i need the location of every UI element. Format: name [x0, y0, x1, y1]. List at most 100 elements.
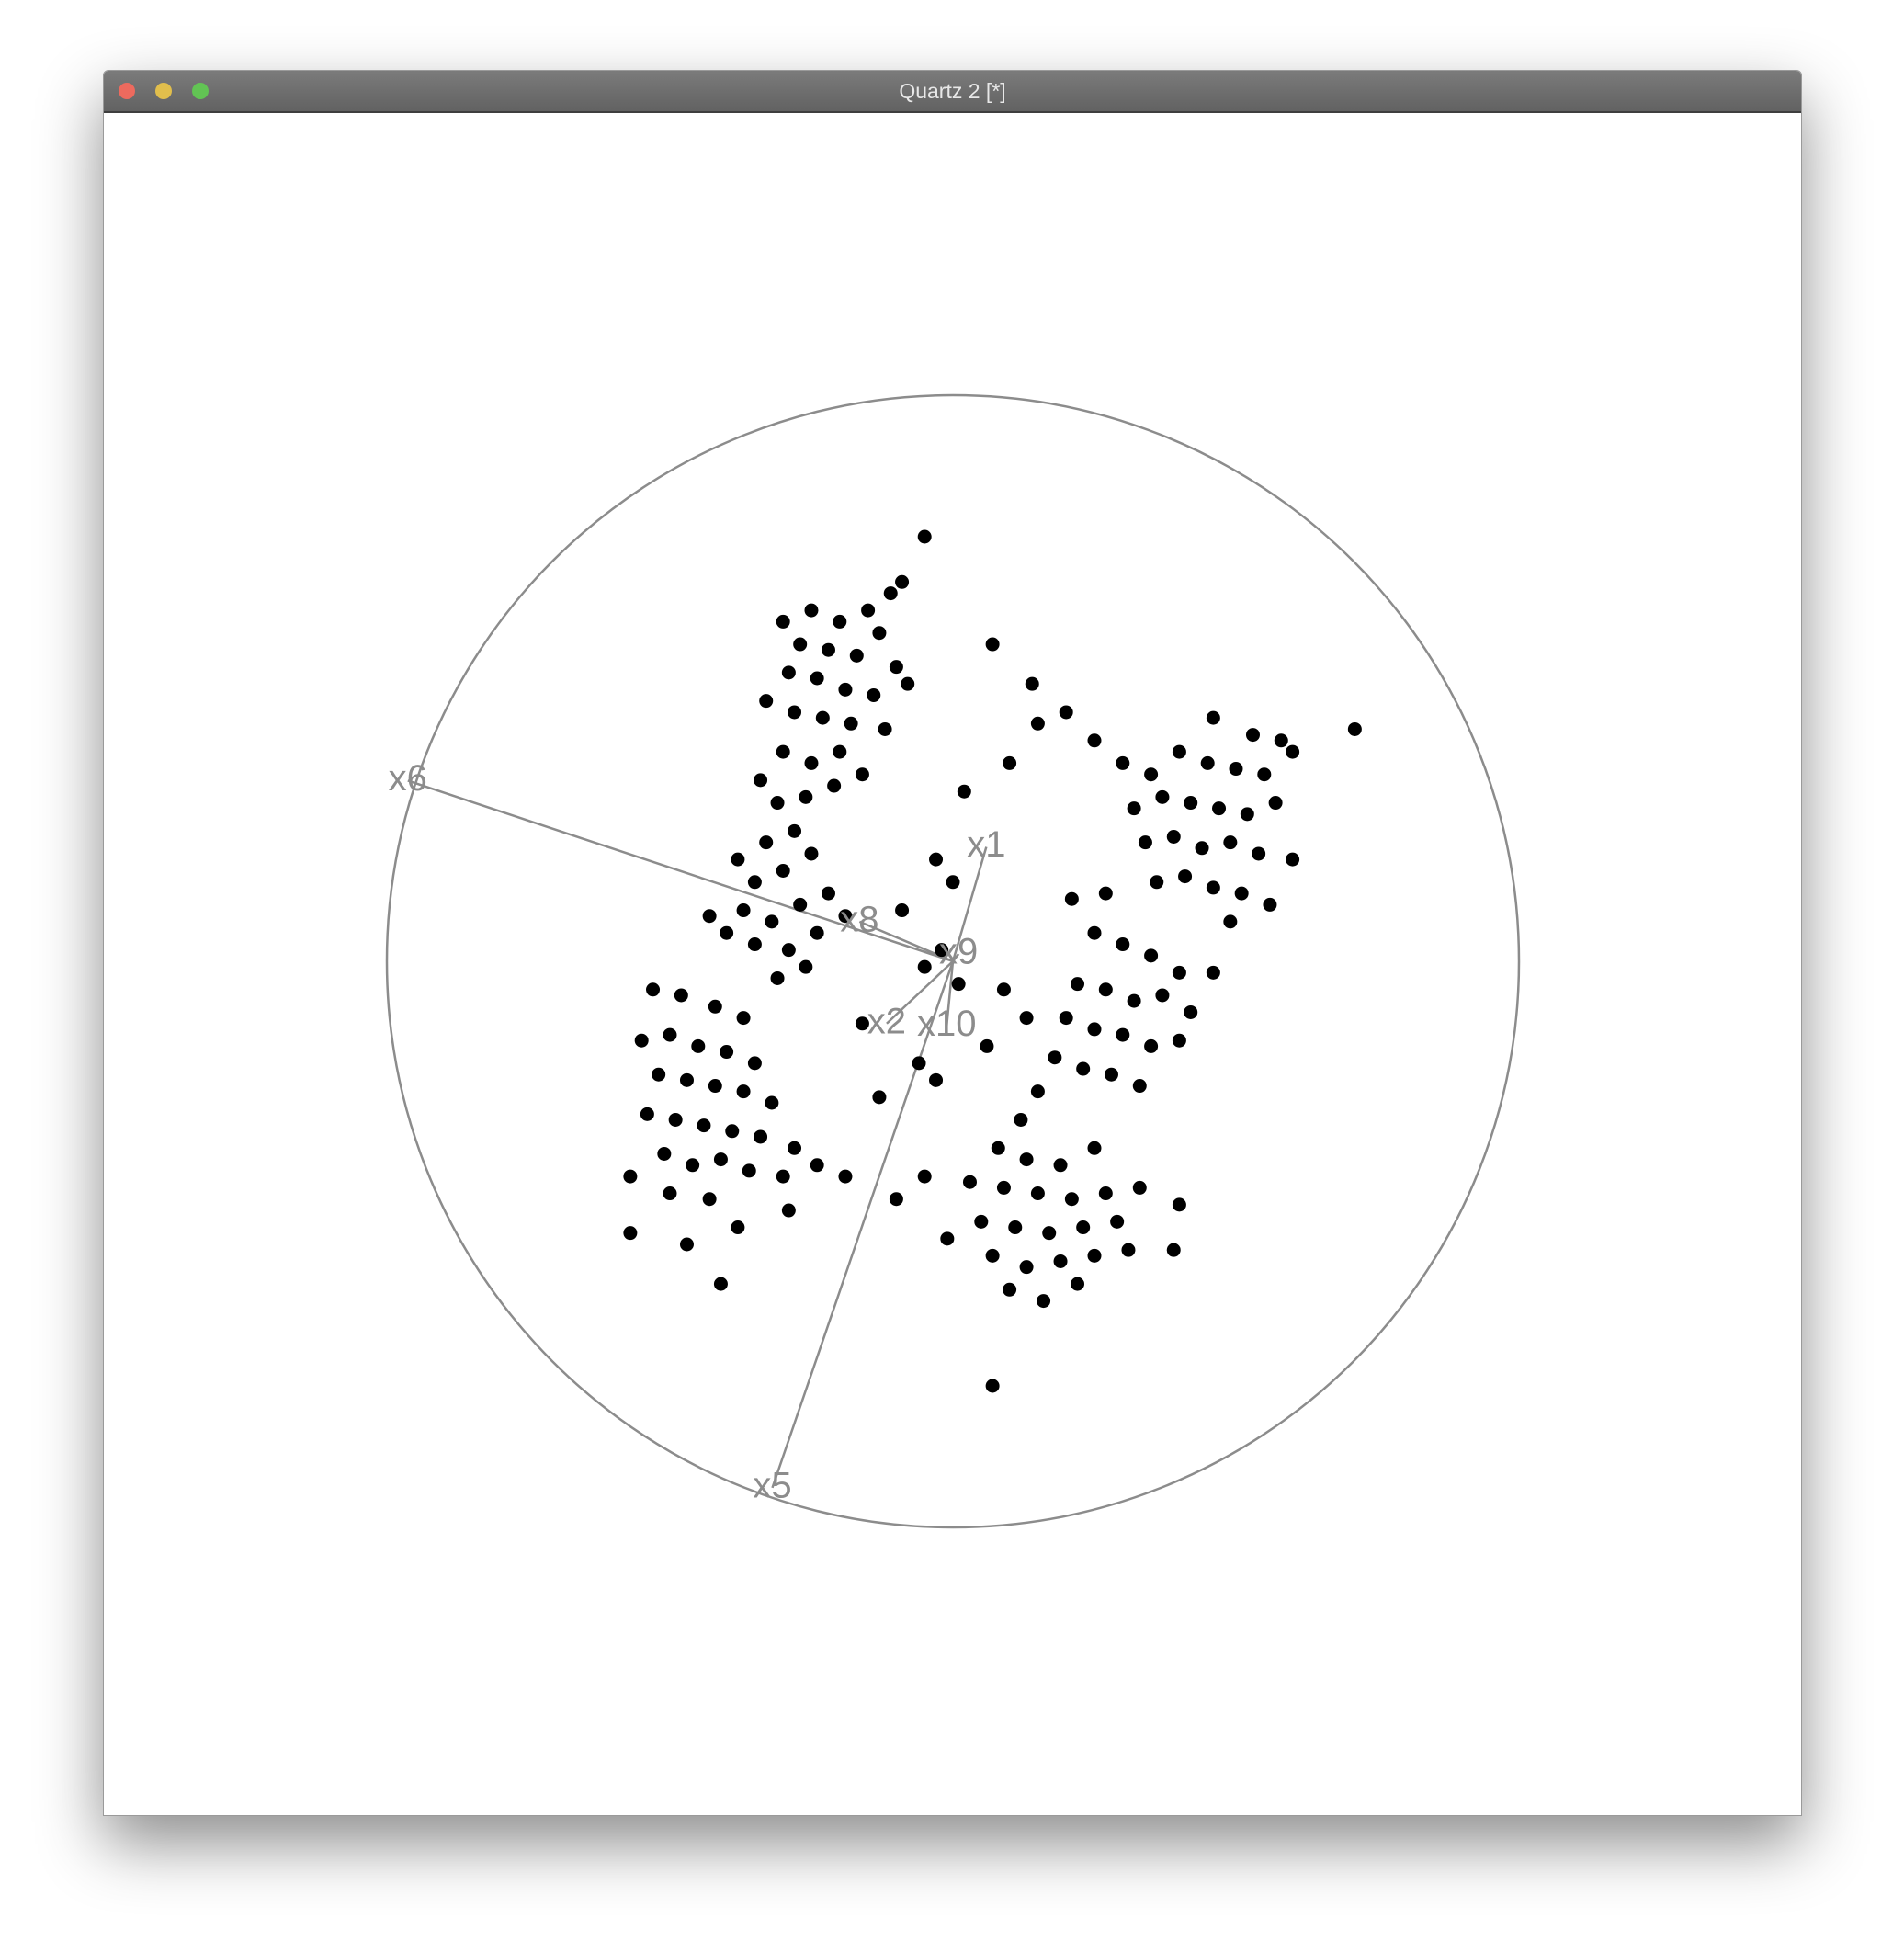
point — [861, 603, 876, 618]
point — [962, 1175, 977, 1189]
point — [1019, 1152, 1034, 1167]
point — [1037, 1294, 1051, 1309]
point — [917, 959, 932, 974]
point — [708, 1079, 722, 1094]
point — [702, 1192, 717, 1207]
point — [736, 1084, 751, 1099]
point — [765, 914, 779, 929]
axis-label: x6 — [389, 758, 427, 799]
point — [713, 1152, 728, 1167]
point — [1003, 755, 1017, 770]
point — [1150, 875, 1164, 890]
point — [946, 875, 960, 890]
point — [1116, 937, 1130, 952]
point — [1030, 1186, 1045, 1201]
axis-vector — [952, 953, 960, 962]
point — [623, 1169, 638, 1184]
point — [872, 1090, 887, 1105]
point — [663, 1186, 677, 1201]
point — [1166, 829, 1181, 844]
point — [623, 1226, 638, 1241]
point — [747, 1056, 762, 1071]
point — [985, 1248, 1000, 1263]
point — [742, 1163, 756, 1178]
point — [1042, 1226, 1057, 1241]
point — [804, 603, 819, 618]
point — [736, 1011, 751, 1026]
point — [833, 744, 847, 759]
point — [1076, 1061, 1091, 1076]
point — [1098, 982, 1113, 997]
point — [929, 852, 944, 867]
point — [1223, 835, 1238, 850]
point — [1019, 1260, 1034, 1275]
point — [1144, 948, 1159, 963]
point — [1245, 728, 1260, 743]
point — [657, 1146, 672, 1161]
point — [1229, 762, 1243, 777]
point — [702, 909, 717, 924]
point — [1048, 1050, 1062, 1065]
point — [1087, 1141, 1102, 1155]
point — [985, 1379, 1000, 1393]
point — [1223, 914, 1238, 929]
point — [788, 1141, 802, 1155]
point — [1127, 993, 1141, 1008]
point — [855, 767, 869, 782]
point — [895, 903, 910, 918]
point — [776, 614, 790, 629]
axis-label: x1 — [967, 824, 1005, 865]
point — [821, 642, 835, 657]
axis-label: x8 — [840, 899, 878, 939]
point — [781, 1203, 796, 1218]
point — [838, 909, 853, 924]
point — [838, 1169, 853, 1184]
point — [1087, 1022, 1102, 1037]
zoom-button[interactable] — [192, 83, 209, 99]
chart: x6 x5 x1 x8 x9 x2 x10 — [385, 393, 1521, 1529]
point — [980, 1038, 994, 1053]
point — [1240, 807, 1254, 822]
point — [849, 648, 864, 663]
axis-label: x2 — [867, 1001, 906, 1041]
point — [855, 1016, 869, 1031]
point — [1019, 1011, 1034, 1026]
window-title: Quartz 2 [*] — [899, 79, 1006, 103]
point — [776, 863, 790, 878]
point — [810, 925, 824, 940]
close-button[interactable] — [119, 83, 135, 99]
point — [731, 852, 745, 867]
point — [1144, 1038, 1159, 1053]
point — [1098, 886, 1113, 901]
point — [1212, 801, 1227, 816]
point — [821, 886, 835, 901]
point — [1286, 744, 1300, 759]
minimize-button[interactable] — [155, 83, 172, 99]
point — [1206, 710, 1220, 725]
title-bar: Quartz 2 [*] — [104, 71, 1801, 113]
axis-vector — [407, 779, 954, 963]
point — [878, 721, 892, 736]
point — [1064, 891, 1079, 906]
point — [889, 1192, 903, 1207]
point — [1014, 1112, 1028, 1127]
point — [725, 1124, 740, 1139]
point — [1127, 801, 1141, 816]
point — [996, 982, 1011, 997]
point — [788, 705, 802, 720]
point — [781, 665, 796, 680]
point — [674, 988, 688, 1003]
point — [634, 1033, 649, 1048]
point — [940, 1231, 955, 1246]
point — [957, 784, 971, 799]
point — [765, 1095, 779, 1110]
point — [872, 626, 887, 641]
point — [1087, 1248, 1102, 1263]
point — [1206, 880, 1220, 895]
point — [974, 1214, 989, 1229]
point — [1064, 1192, 1079, 1207]
point — [1172, 744, 1186, 759]
point — [679, 1072, 694, 1087]
point — [770, 796, 785, 811]
point — [912, 1056, 926, 1071]
